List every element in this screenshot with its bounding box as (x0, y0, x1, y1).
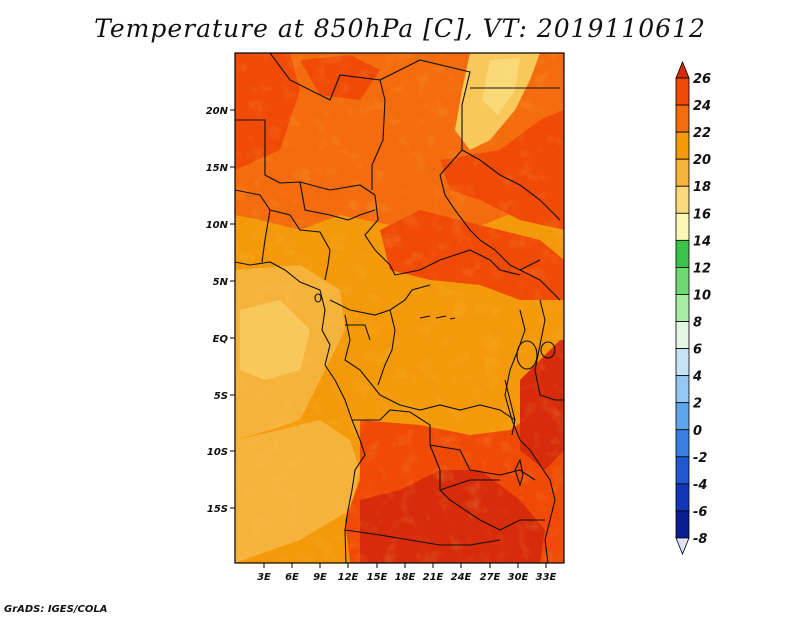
colorbar-swatch (675, 294, 690, 322)
colorbar-label: 4 (692, 370, 702, 385)
colorbar-label: 20 (693, 153, 711, 168)
lat-tick-label: EQ (213, 334, 229, 345)
colorbar-label: 16 (693, 207, 711, 222)
lon-tick-label: 9E (313, 572, 327, 583)
lon-tick-label: 3E (257, 572, 271, 583)
colorbar-swatch (675, 429, 690, 458)
colorbar-swatch (675, 267, 690, 295)
colorbar-label: 24 (693, 99, 711, 114)
lon-tick-label: 27E (480, 572, 501, 583)
lat-tick-label: 5N (213, 277, 229, 288)
colorbar-swatch (675, 402, 690, 431)
colorbar-swatch (675, 212, 690, 241)
lon-tick-label: 6E (285, 572, 299, 583)
lat-tick-label: 10S (207, 447, 228, 458)
colorbar-label: 6 (693, 343, 702, 358)
field-texture (235, 53, 564, 563)
lakes (314, 293, 556, 487)
lon-tick-label: 12E (338, 572, 359, 583)
lat-tick-label: 15N (206, 163, 229, 174)
colorbar-label: 26 (693, 72, 711, 87)
colorbar-swatch (675, 321, 690, 349)
lat-tick-label: 15S (207, 504, 228, 515)
colorbar-label: 0 (693, 424, 702, 439)
credit-label: GrADS: IGES/COLA (4, 604, 108, 615)
lon-tick-label: 21E (423, 572, 444, 583)
colorbar-label: 18 (693, 180, 711, 195)
lon-tick-label: 33E (536, 572, 557, 583)
colorbar-label: 12 (693, 261, 711, 276)
colorbar-label: -2 (693, 451, 707, 466)
lon-tick-label: 24E (451, 572, 472, 583)
colorbar-label: 10 (693, 288, 711, 303)
colorbar-bottom-arrow (675, 537, 690, 556)
lon-tick-label: 18E (395, 572, 416, 583)
colorbar-swatch (675, 185, 690, 214)
colorbar-swatch (675, 77, 690, 106)
colorbar-label: 14 (693, 234, 711, 249)
lon-axis: 3E 6E 9E 12E 15E 18E 21E 24E 27E 30E 33E (257, 563, 557, 583)
colorbar-label: -4 (693, 478, 707, 493)
colorbar-swatch (675, 131, 690, 160)
colorbar-swatch (675, 104, 690, 133)
colorbar-swatch (675, 456, 690, 485)
colorbar-label: -6 (693, 505, 707, 520)
colorbar-label: 22 (693, 126, 711, 141)
country-borders (235, 53, 564, 563)
plot-frame (234, 52, 565, 564)
map-title: Temperature at 850hPa [C], VT: 201911061… (94, 14, 706, 43)
colorbar-swatch (675, 158, 690, 187)
colorbar-swatch (675, 375, 690, 404)
colorbar-label: -8 (693, 532, 707, 547)
lat-tick-label: 5S (214, 391, 228, 402)
colorbar-swatch (675, 510, 690, 539)
colorbar-label: 2 (693, 397, 702, 412)
lat-tick-label: 10N (206, 220, 229, 231)
colorbar-label: 8 (693, 316, 702, 331)
lat-tick-label: 20N (206, 106, 229, 117)
colorbar-top-arrow (675, 60, 690, 79)
colorbar-swatch (675, 483, 690, 512)
temperature-field (235, 53, 564, 563)
colorbar-swatch (675, 239, 690, 268)
lat-axis: 20N 15N 10N 5N EQ 5S 10S 15S (206, 106, 235, 515)
lon-tick-label: 30E (508, 572, 529, 583)
colorbar-swatch (675, 348, 690, 377)
lon-tick-label: 15E (367, 572, 388, 583)
